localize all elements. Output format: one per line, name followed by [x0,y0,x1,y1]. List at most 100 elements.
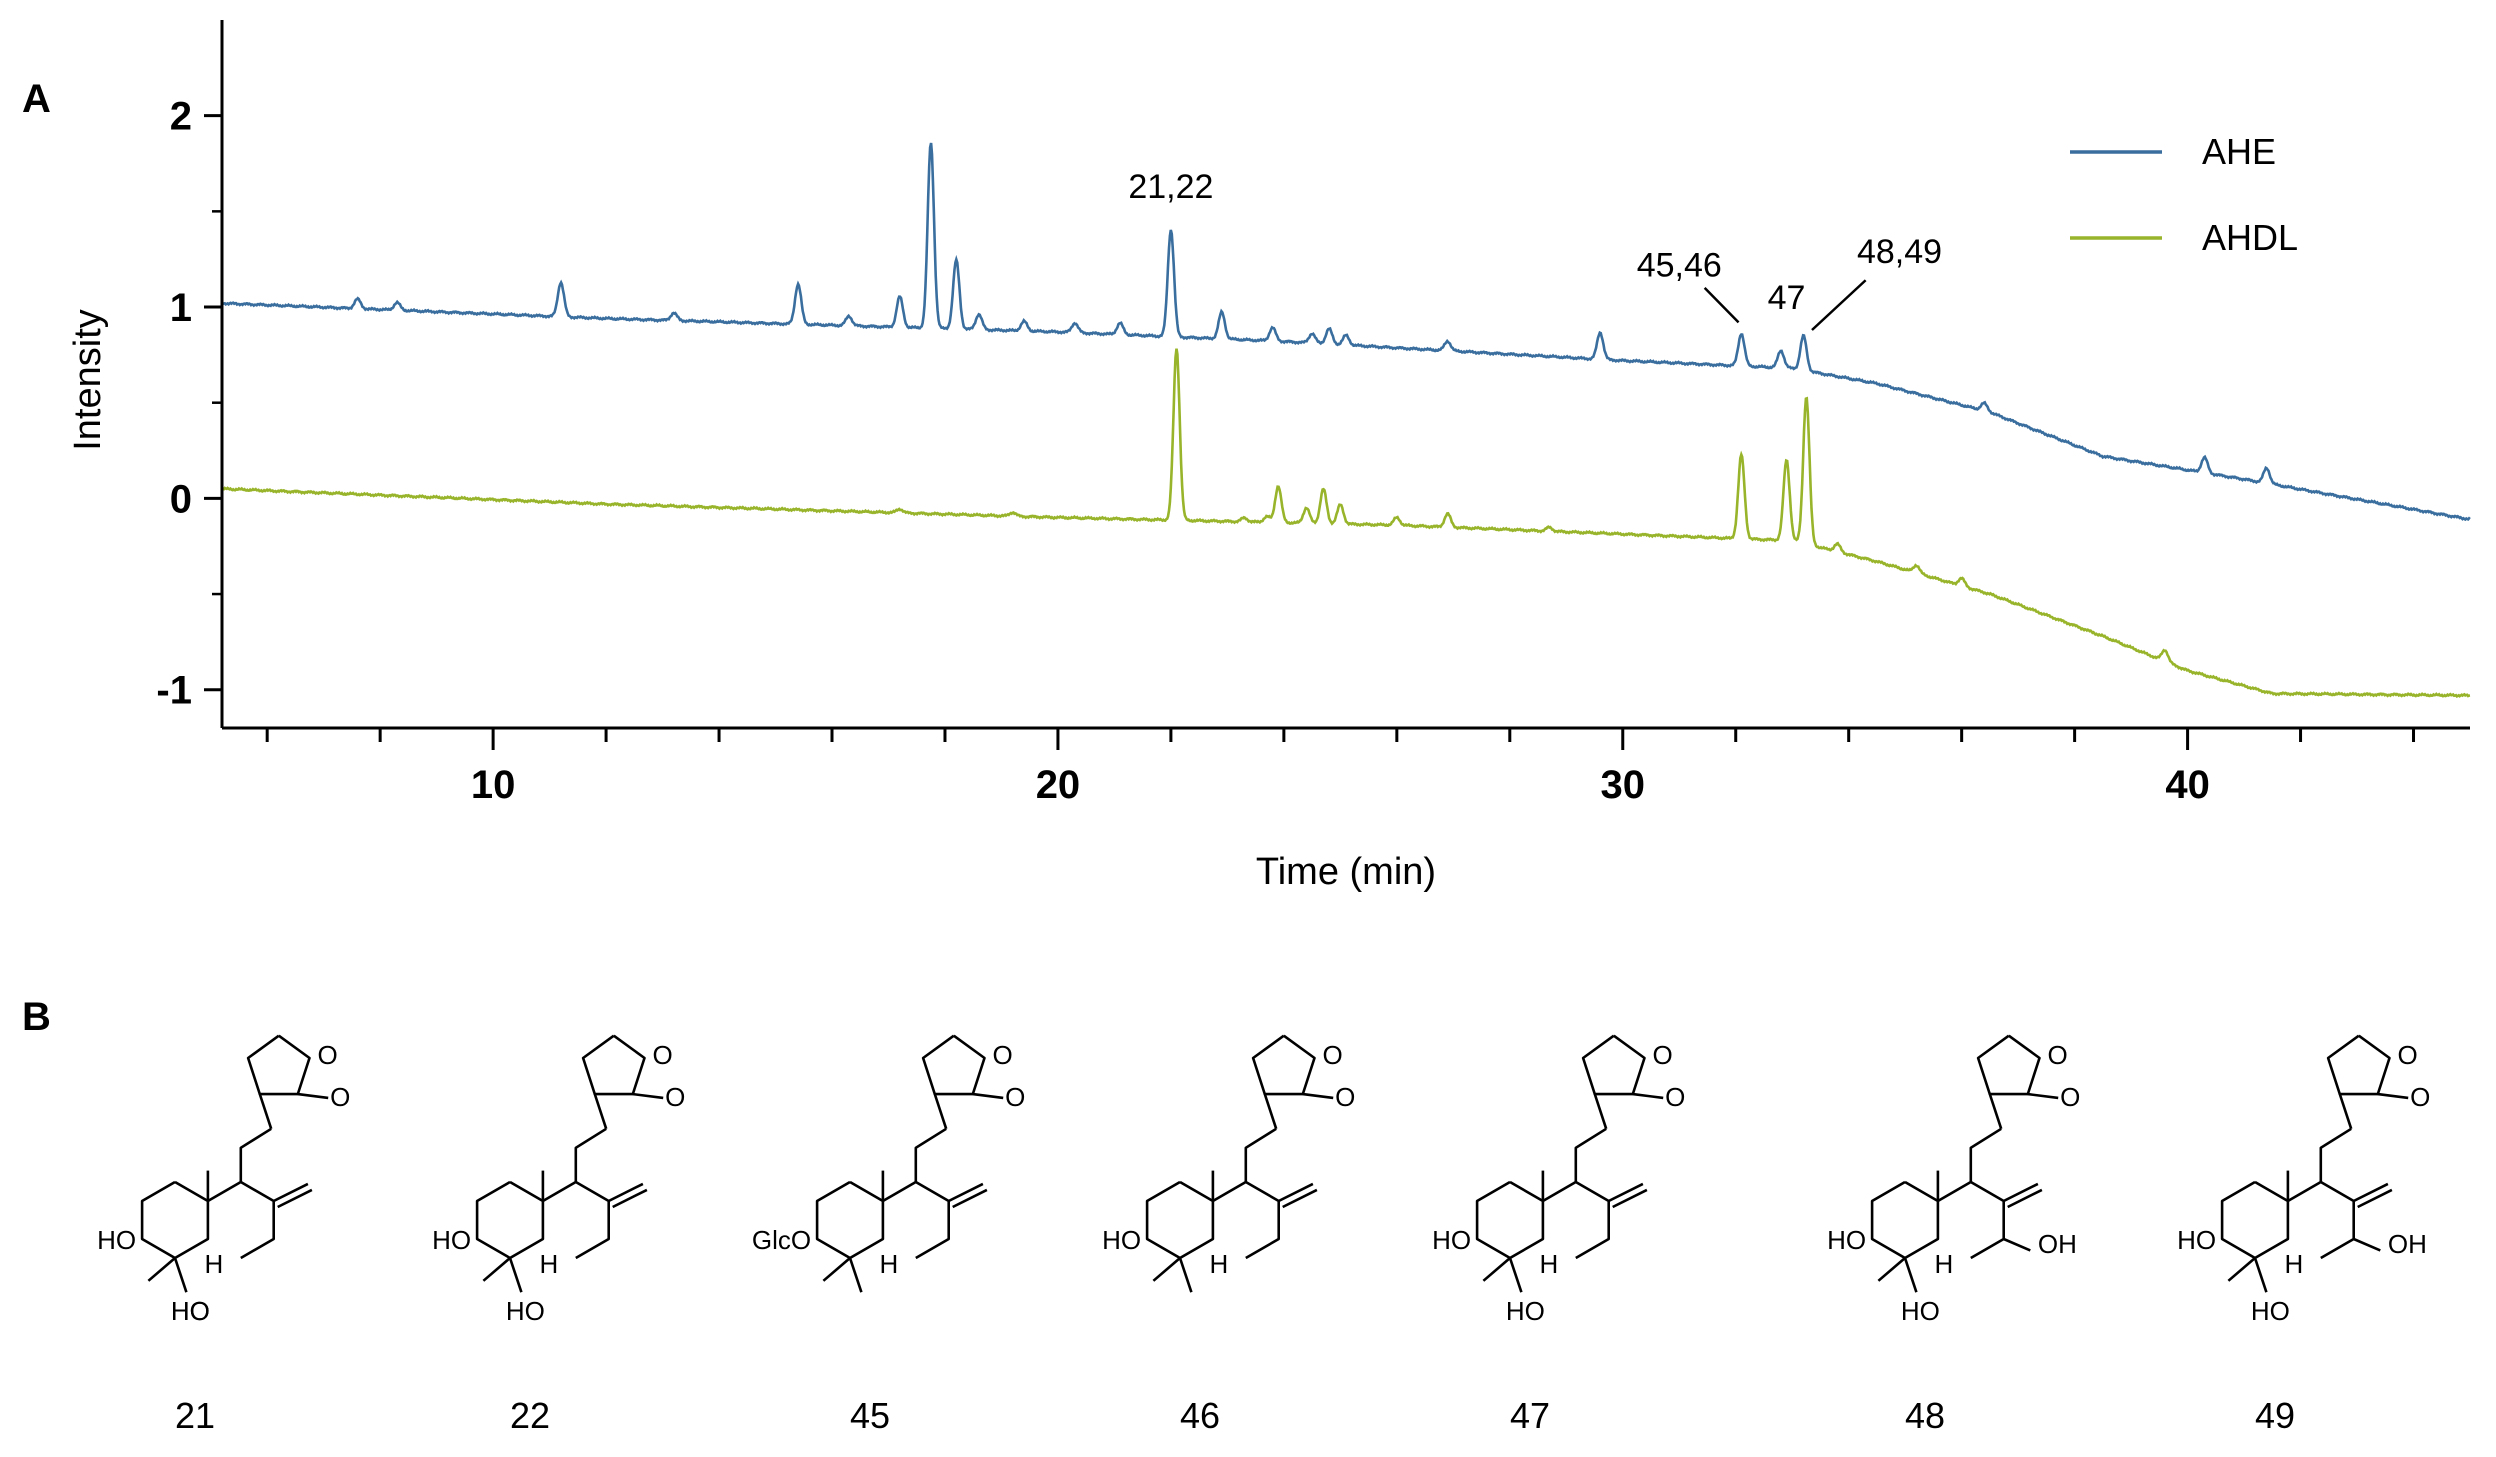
atom-label: HO [1432,1225,1471,1255]
y-tick-label: 0 [170,477,192,521]
ring-b [1970,1180,2005,1260]
annotation-leader [1811,279,1867,331]
lactone-ring [1976,1034,2041,1096]
c4-methyl [2227,1257,2256,1282]
x-axis-title: Time (min) [1256,851,1436,893]
peak-annotation: 48,49 [1857,233,1942,271]
c4-methyl [1482,1257,1511,1282]
carbonyl [1632,1092,1664,1100]
ring-b [915,1180,950,1260]
carbonyl [1302,1092,1334,1100]
atom-label: H [1540,1249,1559,1279]
lactone-ring [246,1034,311,1096]
methylene [273,1182,309,1203]
compound-47: OO H HO HO 47 [1432,1034,1685,1436]
methylene [952,1188,988,1209]
atom-label: O [2398,1040,2418,1070]
panel-b-label: B [22,995,51,1039]
atom-label: O [318,1040,338,1070]
atom-label: O [2410,1082,2430,1112]
atom-label: H [205,1249,224,1279]
methylene [612,1188,648,1209]
hydroxyl [2003,1237,2031,1252]
atom-label: O [330,1082,350,1112]
atom-label: O [2060,1082,2080,1112]
lactone-ring [581,1034,646,1096]
ring-b [2320,1180,2355,1260]
carbonyl [972,1092,1004,1100]
atom-label: H [2285,1249,2304,1279]
structure-panel: OOHHOHOHO21OOHHOHO22OOHGlcO45OOHHO46OOHH… [97,1034,2430,1436]
c4-ch2 [1178,1257,1193,1293]
atom-label: O [1005,1082,1025,1112]
atom-label: HO [171,1296,210,1326]
lactone-ring [921,1034,986,1096]
x-tick-label: 20 [1036,763,1081,807]
side-chain [593,1093,608,1130]
ring-a [815,1180,885,1260]
ring-b [1542,1180,1577,1203]
atom-label: H [1935,1249,1954,1279]
hydroxyl [2353,1237,2381,1252]
atom-label: O [1323,1040,1343,1070]
ring-b [575,1180,610,1260]
x-tick-label: 30 [1601,763,1646,807]
ring-b [1212,1180,1247,1203]
side-chain [574,1127,607,1182]
side-chain [1988,1093,2003,1130]
atom-label: H [540,1249,559,1279]
atom-label: HO [97,1225,136,1255]
methylene [2353,1182,2389,1203]
c4-methyl [147,1257,176,1282]
carbonyl [2377,1092,2409,1100]
series-line-ahe [220,142,2471,522]
compound-number: 22 [510,1395,550,1436]
c4-methyl [822,1257,851,1282]
ring-b [2287,1180,2322,1203]
methylene [1608,1182,1644,1203]
lactone-ring [1581,1034,1646,1096]
compound-number: 21 [175,1395,215,1436]
peak-annotation: 21,22 [1128,168,1213,206]
series-ahdl [221,348,2471,699]
carbonyl [632,1092,664,1100]
x-tick-label: 10 [471,763,516,807]
c4-methyl [482,1257,511,1282]
methylene [1612,1188,1648,1209]
legend-label-ahdl: AHDL [2202,217,2298,258]
c4-ch2 [1508,1257,1523,1293]
methylene [2003,1182,2039,1203]
c4-methyl [1152,1257,1181,1282]
ring-a [475,1180,545,1260]
ring-b [1575,1180,1610,1260]
ring-b [207,1180,242,1203]
atom-label: OH [2388,1229,2427,1259]
side-chain [2338,1093,2353,1130]
side-chain [239,1127,272,1182]
atom-label: HO [1102,1225,1141,1255]
ring-a [1475,1180,1545,1260]
ring-b [542,1180,577,1203]
panel-a-label: A [22,77,51,121]
compound-46: OO H HO 46 [1102,1034,1355,1436]
compound-22: OO H HO HO 22 [432,1034,685,1436]
chromatogram-traces [220,142,2471,699]
side-chain [1263,1093,1278,1130]
carbonyl [297,1092,329,1100]
carbonyl [2027,1092,2059,1100]
peak-annotations: 21,22 45,46 47 48,49 [1128,168,1942,331]
methylene [1278,1182,1314,1203]
series-ahe [220,142,2471,522]
atom-label: HO [1506,1296,1545,1326]
y-tick-label: 1 [170,286,192,330]
c4-ch2 [173,1257,188,1293]
ring-b [240,1180,275,1260]
atom-label: O [993,1040,1013,1070]
atom-label: H [880,1249,899,1279]
compound-number: 45 [850,1395,890,1436]
c4-methyl [1877,1257,1906,1282]
atom-label: GlcO [752,1225,811,1255]
